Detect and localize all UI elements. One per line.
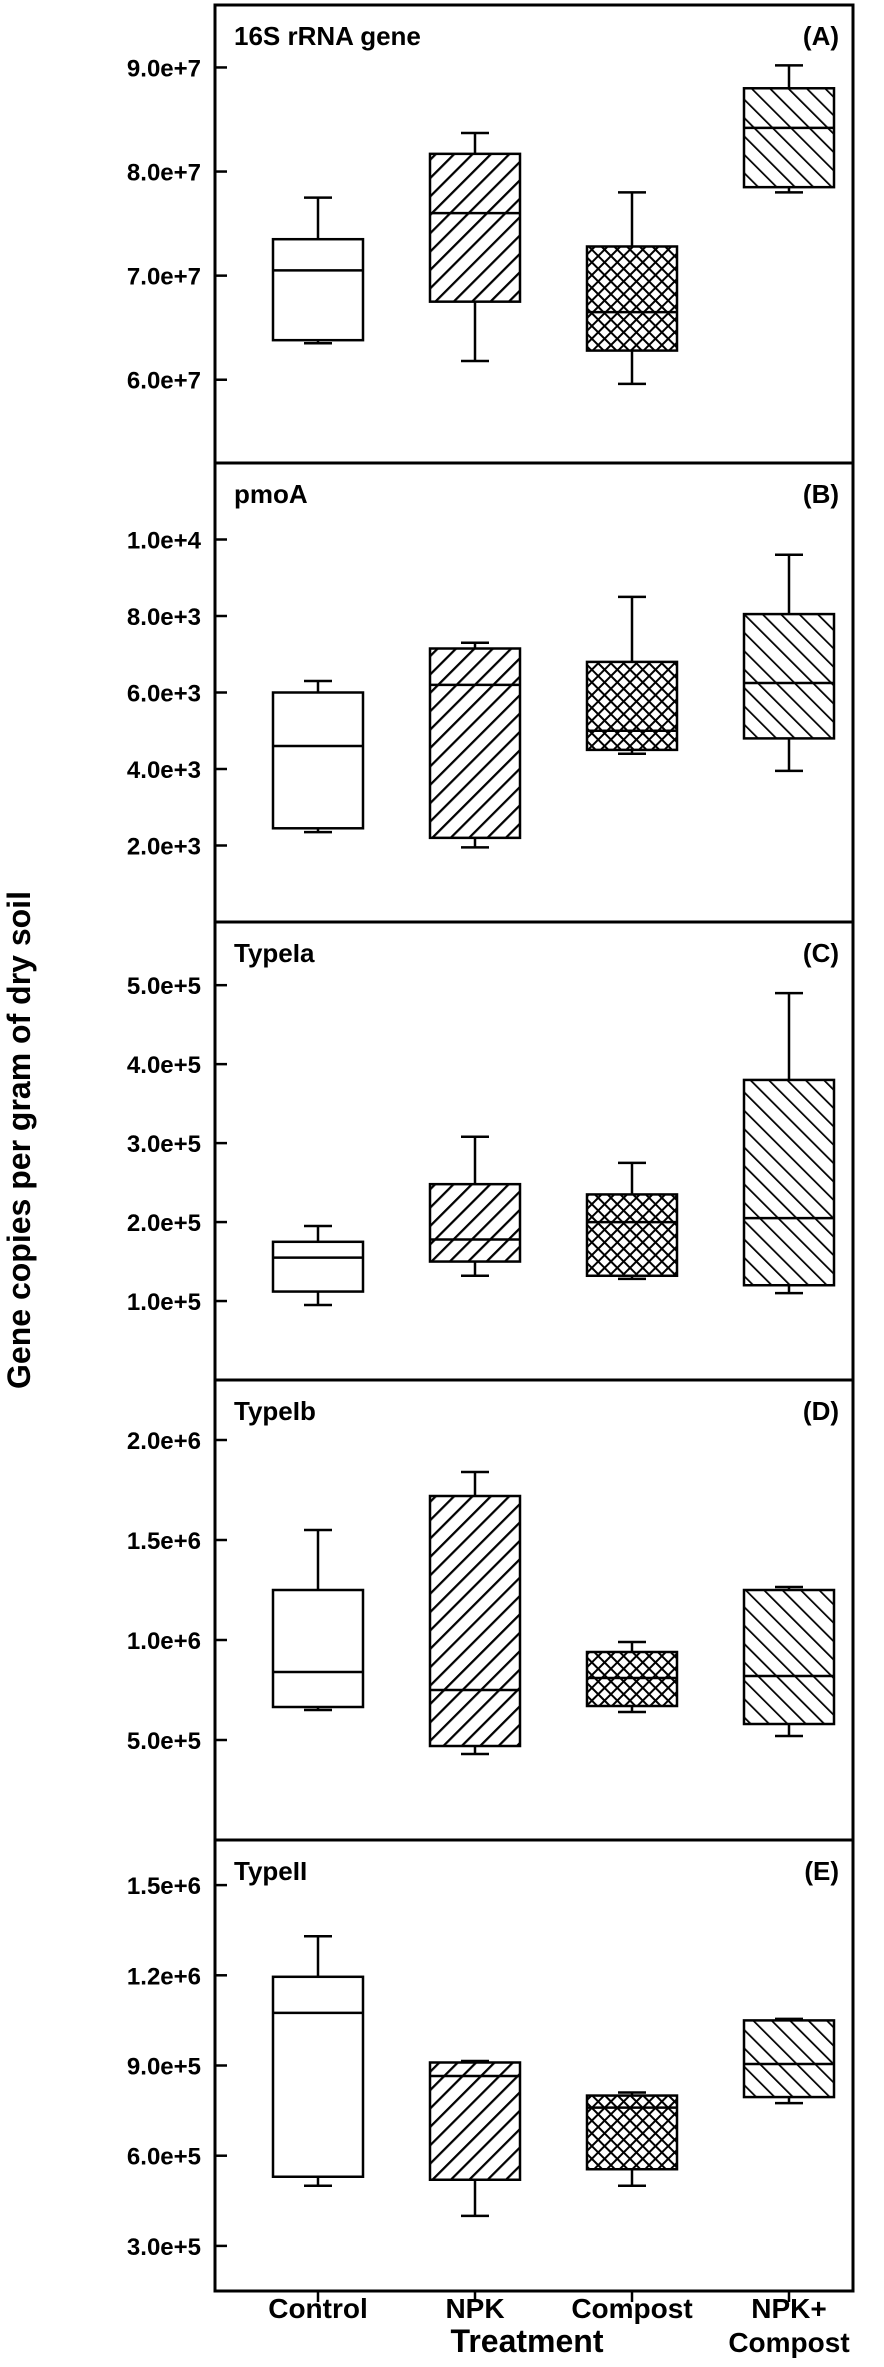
y-tick-label: 1.2e+6 [127, 1963, 201, 1990]
y-tick-label: 5.0e+5 [127, 1728, 201, 1755]
x-tick-label: Compost [571, 2293, 692, 2324]
panel-letter: (A) [803, 21, 839, 51]
panel-c: TypeIa (C) 1.0e+5 2.0e+5 3.0e+5 4.0e+5 5.0e+5 [127, 920, 855, 1382]
y-tick-label: 5.0e+5 [127, 973, 201, 1000]
y-tick-label: 1.0e+4 [127, 528, 202, 555]
box-control [271, 1934, 365, 2188]
panel-b: pmoA (B) 2.0e+3 4.0e+3 6.0e+3 8.0e+3 1.0e+4 [127, 461, 855, 924]
y-tick-label: 2.0e+6 [127, 1428, 201, 1455]
box-npk [428, 1135, 522, 1278]
x-tick-label: NPK+ [751, 2293, 826, 2324]
box-body [742, 1078, 836, 1287]
box-npk-compost [742, 64, 836, 194]
box-control [271, 1224, 365, 1307]
y-tick-label: 1.0e+5 [127, 1289, 201, 1316]
y-tick-label: 9.0e+5 [127, 2054, 201, 2081]
x-axis: Control NPK Compost NPK+Compost [268, 2291, 850, 2358]
box-body [585, 245, 679, 352]
box-body [428, 1494, 522, 1748]
y-tick-label: 8.0e+7 [127, 160, 201, 187]
box-body [742, 612, 836, 740]
y-tick-label: 9.0e+7 [127, 55, 201, 82]
panel-title: TypeII [234, 1856, 307, 1886]
chart-panels: 16S rRNA gene (A) 6.0e+7 7.0e+7 8.0e+7 9.0e+7… [127, 3, 855, 2293]
panel-d: TypeIb (D) 5.0e+5 1.0e+6 1.5e+6 2.0e+6 [127, 1378, 855, 1842]
x-tick-label: Control [268, 2293, 368, 2324]
y-tick-label: 6.0e+7 [127, 368, 201, 395]
box-npk [428, 131, 522, 363]
y-tick-label: 7.0e+7 [127, 264, 201, 291]
box-body [271, 1975, 365, 2178]
box-compost [585, 191, 679, 386]
panel-a: 16S rRNA gene (A) 6.0e+7 7.0e+7 8.0e+7 9.0e+7 [127, 3, 855, 465]
y-tick-label: 3.0e+5 [127, 2234, 201, 2261]
box-body [428, 1182, 522, 1263]
box-compost [585, 1640, 679, 1714]
y-tick-label: 2.0e+5 [127, 1210, 201, 1237]
y-tick-label: 1.5e+6 [127, 1528, 201, 1555]
box-body [271, 237, 365, 342]
box-npk-compost [742, 553, 836, 773]
box-npk [428, 641, 522, 849]
box-control [271, 196, 365, 345]
box-compost [585, 2091, 679, 2188]
panel-title: TypeIb [234, 1396, 316, 1426]
y-tick-label: 3.0e+5 [127, 1131, 201, 1158]
box-body [742, 87, 836, 189]
y-tick-label: 6.0e+5 [127, 2144, 201, 2171]
box-body [428, 647, 522, 840]
box-npk-compost [742, 991, 836, 1295]
y-tick-label: 2.0e+3 [127, 834, 201, 861]
panel-title: pmoA [234, 479, 308, 509]
panel-letter: (E) [804, 1856, 839, 1886]
panel-title: TypeIa [234, 938, 315, 968]
box-compost [585, 595, 679, 755]
box-body [585, 660, 679, 752]
panel-title: 16S rRNA gene [234, 21, 421, 51]
y-tick-label: 1.5e+6 [127, 1873, 201, 1900]
y-axis-title: Gene copies per gram of dry soil [1, 891, 37, 1389]
y-tick-label: 4.0e+5 [127, 1052, 201, 1079]
box-npk [428, 2059, 522, 2218]
box-body [271, 1588, 365, 1709]
box-body [428, 2061, 522, 2182]
box-body [742, 1588, 836, 1726]
box-body [428, 152, 522, 303]
y-tick-label: 6.0e+3 [127, 681, 201, 708]
y-tick-label: 8.0e+3 [127, 604, 201, 631]
x-tick-label: Compost [728, 2327, 849, 2358]
box-body [585, 1193, 679, 1278]
panel-letter: (D) [803, 1396, 839, 1426]
x-tick-label: NPK [445, 2293, 504, 2324]
box-control [271, 1528, 365, 1712]
panel-e: TypeII (E) 3.0e+5 6.0e+5 9.0e+5 1.2e+6 1.5e+6 [127, 1838, 855, 2293]
box-npk-compost [742, 2017, 836, 2105]
box-compost [585, 1161, 679, 1281]
panel-letter: (C) [803, 938, 839, 968]
box-control [271, 679, 365, 834]
box-body [271, 691, 365, 830]
y-tick-label: 4.0e+3 [127, 757, 201, 784]
y-tick-label: 1.0e+6 [127, 1628, 201, 1655]
box-body [742, 2019, 836, 2099]
box-npk-compost [742, 1585, 836, 1738]
x-axis-title: Treatment [451, 2323, 604, 2359]
box-npk [428, 1470, 522, 1756]
panel-letter: (B) [803, 479, 839, 509]
box-body [271, 1240, 365, 1293]
panel-frame [213, 3, 855, 465]
